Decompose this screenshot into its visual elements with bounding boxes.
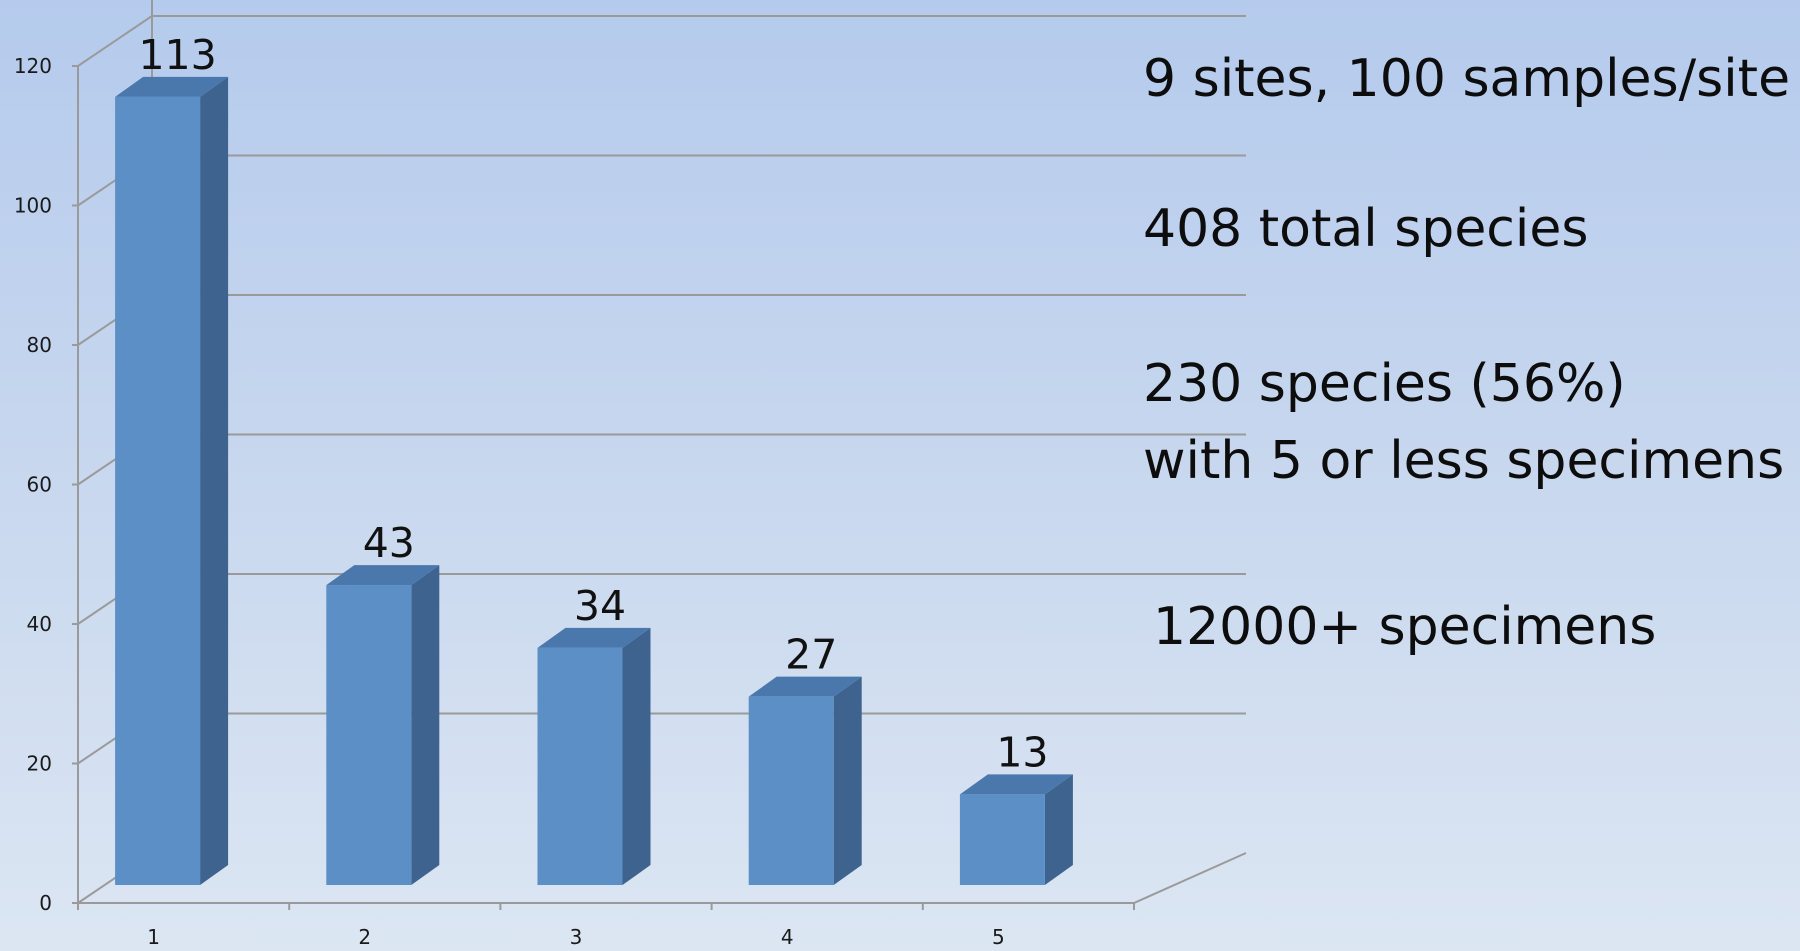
bar-front-1 (115, 96, 201, 885)
bar-top-4 (748, 676, 862, 697)
y-tick-label-60: 60 (27, 473, 52, 497)
bar-2 (326, 565, 440, 885)
annotation-rare-species-detail: with 5 or less specimens (1143, 431, 1785, 491)
bar-top-1 (115, 76, 229, 97)
y-tick-label-100: 100 (14, 194, 52, 218)
axes (72, 0, 1247, 910)
gridline-20 (77, 712, 1246, 765)
data-label-5: 13 (996, 728, 1048, 776)
bar-side-4 (833, 676, 862, 885)
gridline-40 (77, 573, 1246, 625)
gridline-100 (77, 154, 1246, 207)
x-tick-label-3: 3 (570, 925, 583, 949)
y-tick-label-20: 20 (27, 752, 52, 776)
annotation-rare-species: 230 species (56%) (1143, 354, 1626, 414)
annotation-specimens: 12000+ specimens (1153, 597, 1657, 657)
bar-front-4 (748, 696, 834, 885)
y-tick-label-120: 120 (14, 54, 52, 78)
y-tick-label-40: 40 (27, 612, 52, 636)
gridline-120 (77, 15, 1246, 67)
bar-top-3 (537, 627, 651, 648)
gridline-80 (77, 294, 1246, 346)
bar-front-2 (326, 585, 412, 885)
bar-5 (959, 774, 1073, 885)
bar-front-3 (537, 647, 623, 885)
annotation-total-species: 408 total species (1143, 199, 1589, 259)
annotation-sites-samples: 9 sites, 100 samples/site (1143, 49, 1791, 109)
gridline-60 (77, 433, 1246, 486)
bar-side-5 (1044, 774, 1073, 885)
x-tick-label-2: 2 (358, 925, 371, 949)
bar-top-5 (959, 774, 1073, 795)
bar-3 (537, 627, 651, 885)
x-tick-label-1: 1 (147, 925, 160, 949)
gridlines (77, 15, 1246, 904)
bar-side-2 (411, 565, 440, 885)
data-label-2: 43 (363, 519, 415, 567)
data-label-4: 27 (785, 631, 837, 679)
bar-1 (115, 76, 229, 885)
bar-front-5 (959, 794, 1045, 885)
floor-side-edge (1133, 852, 1247, 904)
bar-4 (748, 676, 862, 885)
labels: 0 20 40 60 80 100 120 113 1 43 2 34 3 27 4 13 5 (14, 31, 1049, 949)
y-tick-label-80: 80 (27, 333, 52, 357)
bar-top-2 (326, 565, 440, 586)
bars (115, 76, 1073, 885)
x-tick-label-5: 5 (992, 925, 1005, 949)
x-tick-label-4: 4 (781, 925, 794, 949)
bar-side-3 (622, 627, 651, 885)
y-tick-label-0: 0 (39, 891, 52, 915)
data-label-1: 113 (138, 31, 216, 79)
data-label-3: 34 (574, 582, 626, 630)
bar-side-1 (200, 76, 229, 885)
